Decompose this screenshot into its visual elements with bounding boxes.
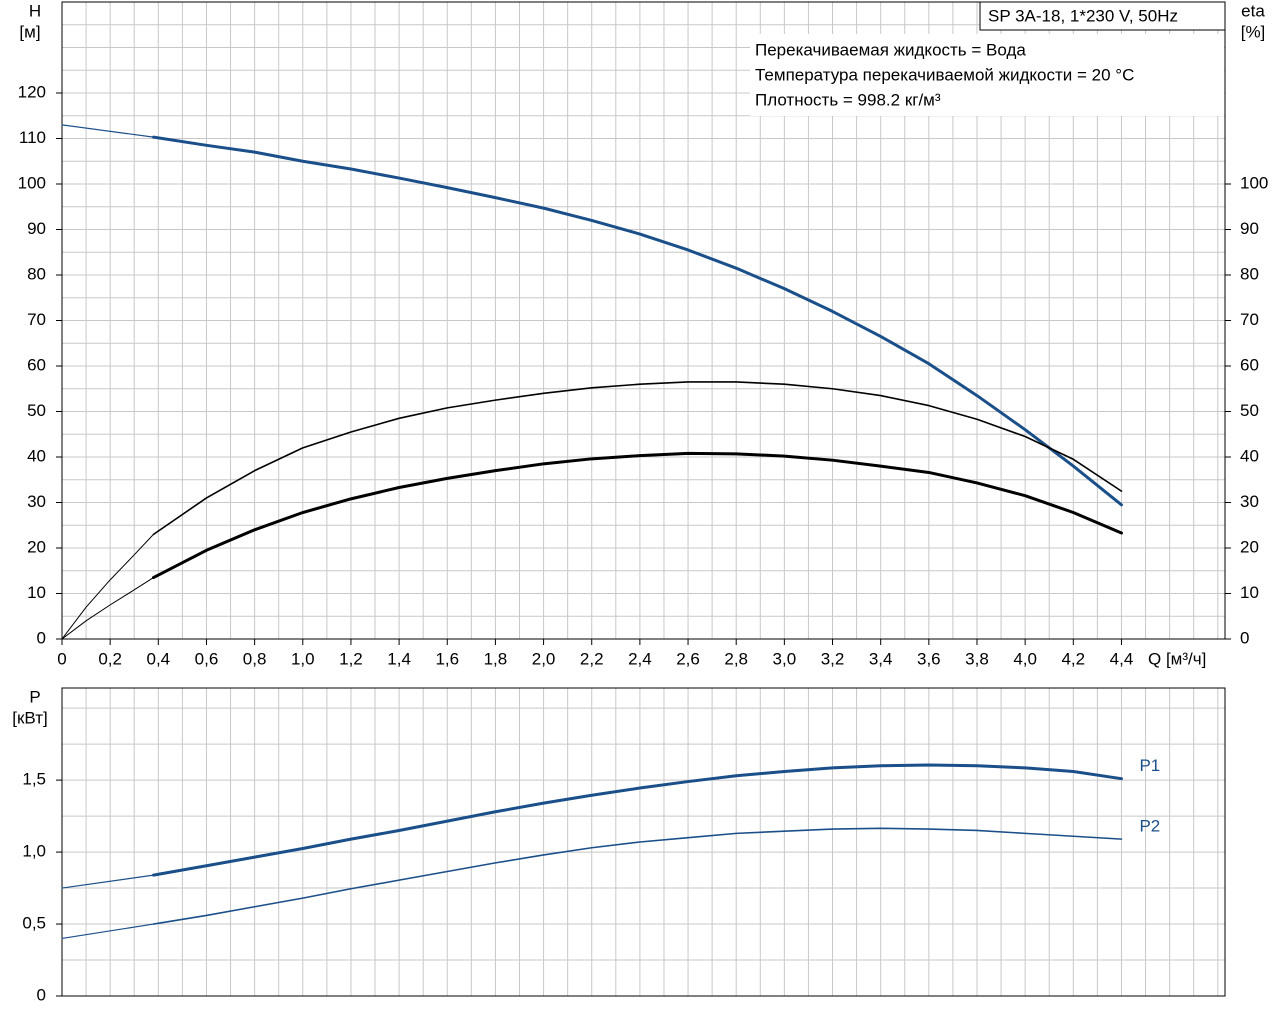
y2-tick-label: 20: [1240, 537, 1259, 556]
series-label: P1: [1139, 756, 1160, 775]
x-tick-label: 0,8: [243, 649, 267, 668]
x-tick-label: 0: [57, 649, 66, 668]
y-tick-label: 10: [27, 583, 46, 602]
x-axis-label: Q [м³/ч]: [1148, 649, 1206, 668]
y-tick-label: 100: [18, 173, 46, 192]
annotation: Перекачиваемая жидкость = Вода: [755, 40, 1026, 59]
y2-tick-label: 70: [1240, 310, 1259, 329]
x-tick-label: 2,8: [724, 649, 748, 668]
y-axis-label: H: [29, 1, 41, 20]
x-tick-label: 0,6: [195, 649, 219, 668]
y2-tick-label: 10: [1240, 583, 1259, 602]
y-tick-label: 1,5: [22, 770, 46, 789]
y2-tick-label: 100: [1240, 173, 1268, 192]
y2-tick-label: 60: [1240, 355, 1259, 374]
title-box: [979, 1, 1226, 31]
y2-tick-label: 0: [1240, 628, 1249, 647]
x-tick-label: 3,8: [965, 649, 989, 668]
x-tick-label: 3,0: [773, 649, 797, 668]
curve: [152, 827, 1123, 925]
curve: [61, 124, 155, 138]
y-axis-unit: [кВт]: [12, 708, 47, 727]
y-tick-label: 60: [27, 355, 46, 374]
chart-title: SP 3A-18, 1*230 V, 50Hz: [988, 6, 1178, 25]
curve: [151, 451, 1123, 580]
y-tick-label: 1,0: [22, 842, 46, 861]
x-tick-label: 0,2: [98, 649, 122, 668]
x-tick-label: 1,4: [387, 649, 411, 668]
y-tick-label: 0: [37, 628, 46, 647]
y-tick-label: 0: [37, 985, 46, 1004]
x-tick-label: 4,0: [1013, 649, 1037, 668]
x-tick-label: 1,6: [435, 649, 459, 668]
x-tick-label: 0,4: [146, 649, 170, 668]
y-tick-label: 120: [18, 82, 46, 101]
x-tick-label: 3,4: [869, 649, 893, 668]
x-tick-label: 3,6: [917, 649, 941, 668]
y-axis-unit: [м]: [19, 22, 40, 41]
y2-tick-label: 30: [1240, 492, 1259, 511]
y-tick-label: 0,5: [22, 914, 46, 933]
curve: [152, 381, 1123, 536]
y2-tick-label: 80: [1240, 264, 1259, 283]
x-tick-label: 2,4: [628, 649, 652, 668]
y-tick-label: 110: [19, 128, 46, 147]
y2-tick-label: 90: [1240, 219, 1259, 238]
x-tick-label: 2,6: [676, 649, 700, 668]
y-tick-label: 30: [27, 492, 46, 511]
x-tick-label: 2,2: [580, 649, 604, 668]
annotation-background: [750, 34, 1224, 116]
x-tick-label: 1,0: [291, 649, 315, 668]
y2-axis-unit: [%]: [1241, 22, 1266, 41]
y-tick-label: 20: [27, 537, 46, 556]
curve: [61, 577, 154, 640]
curve: [61, 923, 155, 940]
x-tick-label: 3,2: [821, 649, 845, 668]
x-tick-label: 4,4: [1110, 649, 1134, 668]
x-tick-label: 2,0: [532, 649, 556, 668]
y2-tick-label: 50: [1240, 401, 1259, 420]
y-tick-label: 40: [27, 446, 46, 465]
y-tick-label: 90: [27, 219, 46, 238]
curve: [61, 874, 155, 889]
y-tick-label: 50: [27, 401, 46, 420]
y-tick-label: 70: [27, 310, 46, 329]
annotation: Температура перекачиваемой жидкости = 20…: [755, 65, 1134, 84]
series-label: P2: [1139, 817, 1160, 836]
y2-axis-label: eta: [1241, 1, 1265, 20]
y-axis-label: P: [29, 687, 40, 706]
x-tick-label: 1,8: [484, 649, 508, 668]
y2-tick-label: 40: [1240, 446, 1259, 465]
curve: [151, 135, 1123, 507]
curve: [61, 533, 154, 640]
curve: [151, 763, 1123, 877]
annotation: Плотность = 998.2 кг/м³: [755, 90, 941, 109]
x-tick-label: 1,2: [339, 649, 363, 668]
plot-frame: [61, 687, 1226, 997]
x-tick-label: 4,2: [1061, 649, 1085, 668]
y-tick-label: 80: [27, 264, 46, 283]
